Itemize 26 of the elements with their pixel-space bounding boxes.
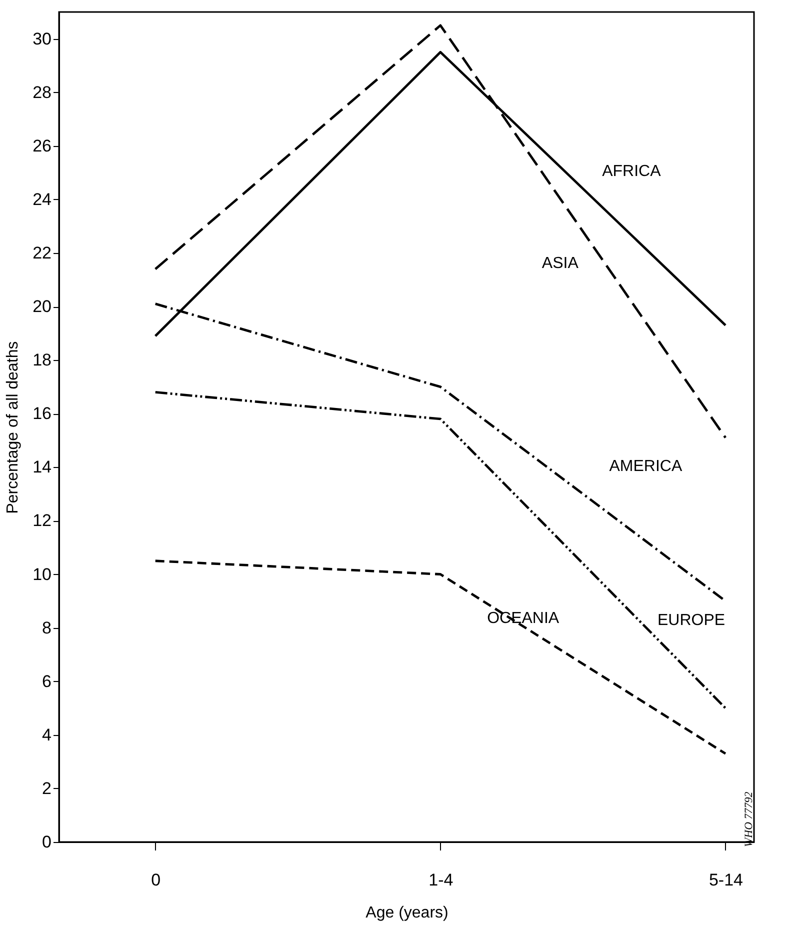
y-axis-title: Percentage of all deaths xyxy=(4,341,22,514)
y-tick-label: 2 xyxy=(42,778,52,798)
x-tick-label: 1-4 xyxy=(428,870,454,890)
y-tick-label: 22 xyxy=(32,243,52,262)
y-tick-label: 18 xyxy=(32,350,52,370)
y-tick-label: 26 xyxy=(32,136,52,156)
y-tick-label: 28 xyxy=(32,82,52,102)
y-tick-label: 10 xyxy=(32,564,52,584)
x-tick-label: 0 xyxy=(151,870,161,890)
y-tick-label: 30 xyxy=(32,29,52,48)
y-tick-label: 6 xyxy=(42,672,52,691)
x-tick-label: 5-14 xyxy=(708,870,744,890)
y-tick-label: 20 xyxy=(32,297,52,316)
series-label: ASIA xyxy=(542,254,579,272)
series-label: OCEANIA xyxy=(487,610,560,628)
y-tick-label: 12 xyxy=(32,511,52,530)
y-tick-label: 16 xyxy=(32,404,52,424)
x-axis-title: Age (years) xyxy=(366,904,448,922)
series-label: EUROPE xyxy=(657,612,726,629)
y-tick-label: 4 xyxy=(42,725,52,744)
y-tick-label: 14 xyxy=(32,458,52,477)
y-tick-label: 8 xyxy=(42,618,52,638)
y-tick-label: 0 xyxy=(42,832,52,852)
y-tick-label: 24 xyxy=(32,190,52,209)
series-label: AMERICA xyxy=(609,458,682,476)
series-label: AFRICA xyxy=(602,162,662,180)
